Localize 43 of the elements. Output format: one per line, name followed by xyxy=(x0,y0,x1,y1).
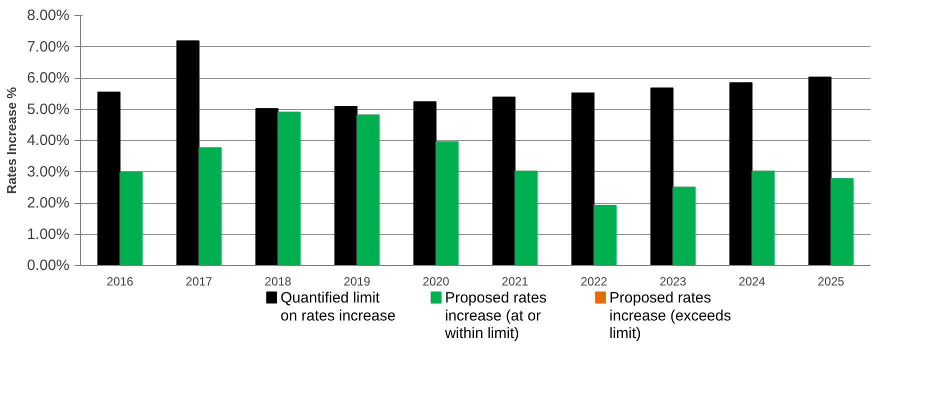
bar xyxy=(492,96,516,266)
x-tick-label: 2018 xyxy=(264,274,292,288)
bar xyxy=(808,76,832,266)
y-tick-label: 8.00% xyxy=(26,7,70,24)
bar xyxy=(198,147,222,266)
bar xyxy=(176,40,200,266)
x-tick-label: 2017 xyxy=(186,274,213,288)
bar xyxy=(594,205,617,266)
x-tick-label: 2025 xyxy=(818,274,845,288)
bar xyxy=(672,186,696,266)
x-tick-label: 2019 xyxy=(344,274,371,288)
bar xyxy=(729,82,752,266)
x-tick-label: 2021 xyxy=(502,274,529,288)
bar xyxy=(334,106,358,266)
y-tick-label: 5.00% xyxy=(26,100,70,118)
y-tick-label: 2.00% xyxy=(26,194,70,212)
bar xyxy=(97,92,120,266)
y-tick-label: 0.00% xyxy=(26,257,70,274)
x-tick-label: 2016 xyxy=(106,274,134,288)
bar xyxy=(278,112,301,266)
bar xyxy=(120,172,143,266)
bar xyxy=(514,170,538,266)
y-axis-title: Rates Increase % xyxy=(4,86,19,194)
legend-label: Quantified limit on rates increase xyxy=(280,290,396,324)
y-tick-label: 1.00% xyxy=(26,226,70,243)
x-tick-label: 2024 xyxy=(738,274,766,288)
y-tick-label: 6.00% xyxy=(26,70,70,86)
bar xyxy=(413,101,436,266)
bar xyxy=(571,92,594,266)
bar xyxy=(436,141,459,266)
x-tick-label: 2020 xyxy=(422,274,450,288)
x-tick-label: 2023 xyxy=(660,274,687,288)
bar xyxy=(356,114,380,266)
bar xyxy=(752,170,775,266)
y-tick-label: 7.00% xyxy=(26,38,70,56)
bar xyxy=(830,178,854,266)
bar xyxy=(255,108,278,266)
legend-label: Proposed rates increase (exceeds limit) xyxy=(609,290,732,342)
y-tick-label: 4.00% xyxy=(26,132,70,149)
x-tick-label: 2022 xyxy=(580,274,608,288)
legend-label: Proposed rates increase (at or within limit) xyxy=(444,290,547,342)
bar xyxy=(650,88,674,266)
y-tick-label: 3.00% xyxy=(26,163,70,180)
